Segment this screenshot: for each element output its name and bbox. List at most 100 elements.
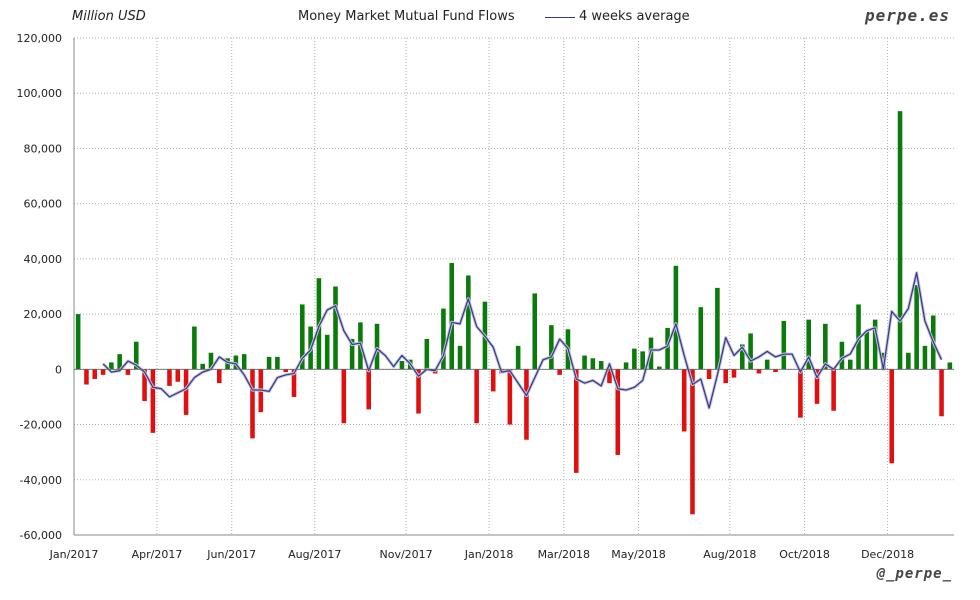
flow-bar	[615, 369, 621, 455]
flow-bar	[125, 369, 131, 375]
y-tick-label: 0	[55, 363, 62, 376]
flow-bar	[175, 369, 181, 382]
flow-bar	[681, 369, 687, 432]
flow-bars	[75, 111, 953, 515]
flow-bar	[200, 363, 205, 370]
flow-bar	[424, 338, 430, 370]
flow-bar	[690, 369, 695, 515]
flow-bar	[573, 369, 579, 473]
y-tick-label: 80,000	[24, 142, 63, 155]
flow-bar	[632, 348, 637, 370]
flow-bar	[665, 327, 670, 370]
flow-bar	[349, 338, 355, 370]
y-tick-label: 120,000	[17, 32, 63, 45]
flow-bar	[939, 369, 944, 417]
flow-bar	[466, 275, 471, 370]
x-tick-label: Jun/2017	[206, 548, 256, 561]
flow-bar	[524, 369, 529, 440]
y-tick-label: -40,000	[20, 474, 62, 487]
flow-bar	[515, 345, 521, 370]
flow-bar	[607, 369, 612, 384]
flow-bar	[831, 369, 836, 411]
y-tick-label: -60,000	[20, 529, 62, 542]
flow-bar	[623, 362, 629, 370]
flow-bar	[150, 369, 156, 433]
flow-bar	[897, 111, 903, 370]
brand-watermark: perpe.es	[864, 6, 950, 25]
grid	[73, 37, 954, 536]
author-handle: @_perpe_	[876, 566, 952, 582]
y-tick-labels: 120,000 100,000 80,000 60,000 40,000 20,000 0 -…	[17, 32, 63, 542]
flow-bar	[723, 369, 728, 384]
flow-bar	[914, 285, 919, 370]
y-tick-label: 100,000	[17, 87, 63, 100]
legend-label: 4 weeks average	[579, 9, 690, 24]
flow-bar	[549, 325, 554, 370]
x-tick-label: Mar/2018	[538, 548, 590, 561]
x-tick-label: Dec/2018	[861, 548, 914, 561]
x-tick-label: Aug/2017	[288, 548, 341, 561]
flow-bar	[241, 354, 247, 370]
flow-bar	[706, 369, 712, 379]
flow-bar	[457, 345, 463, 370]
flow-bar	[731, 369, 737, 378]
flow-bar	[117, 354, 122, 370]
flow-bar	[557, 369, 562, 375]
flow-bar	[300, 304, 305, 370]
flow-bar	[673, 265, 679, 370]
flow-bar	[823, 323, 828, 370]
flow-bar	[275, 356, 280, 370]
flow-bar	[92, 369, 98, 379]
flow-bar	[814, 369, 820, 404]
flow-bar	[756, 369, 762, 374]
flow-bar	[366, 369, 371, 410]
y-unit-label: Million USD	[72, 9, 146, 24]
x-tick-label: Jan/2018	[464, 548, 514, 561]
flow-bar	[183, 369, 189, 415]
flow-bar	[266, 356, 272, 370]
flow-bar	[922, 345, 928, 370]
flow-bar	[490, 369, 496, 392]
flow-bar	[324, 334, 330, 370]
flow-bar	[416, 369, 421, 414]
flow-bar	[798, 369, 803, 418]
flow-bar	[167, 369, 172, 386]
flow-bar	[441, 308, 446, 370]
flow-bar	[192, 326, 197, 370]
flow-bar	[590, 358, 596, 370]
flow-bar	[75, 314, 81, 370]
axes	[73, 38, 954, 536]
chart-title: Money Market Mutual Fund Flows	[298, 9, 515, 24]
x-tick-label: Jan/2017	[49, 548, 99, 561]
flow-bar	[715, 287, 720, 370]
flow-bar	[474, 369, 479, 424]
flow-bar	[640, 351, 645, 370]
flow-bar	[291, 369, 297, 397]
flow-bar	[532, 293, 538, 370]
flow-bar	[889, 369, 895, 464]
x-tick-label: Nov/2017	[379, 548, 432, 561]
flow-bar	[283, 369, 288, 373]
x-tick-label: Apr/2017	[132, 548, 183, 561]
flow-bar	[217, 369, 222, 384]
flow-bar	[657, 366, 662, 370]
flow-bar	[109, 362, 114, 370]
flow-bar	[947, 362, 953, 370]
legend: 4 weeks average	[545, 9, 690, 24]
flow-bar	[698, 307, 704, 370]
y-tick-label: -20,000	[20, 419, 62, 432]
flow-bar	[906, 352, 911, 370]
flow-bar	[740, 344, 745, 370]
flow-bar	[773, 369, 778, 373]
flow-bar	[764, 359, 770, 370]
flow-bar	[748, 333, 753, 370]
legend-line-swatch	[545, 17, 575, 18]
flow-bar	[839, 341, 845, 370]
flow-bar	[864, 330, 870, 370]
flow-bar	[250, 369, 255, 439]
x-tick-label: Oct/2018	[779, 548, 830, 561]
flow-bar	[598, 361, 604, 370]
y-tick-label: 60,000	[24, 198, 63, 211]
flow-bar	[142, 369, 147, 402]
flow-bar	[341, 369, 347, 424]
